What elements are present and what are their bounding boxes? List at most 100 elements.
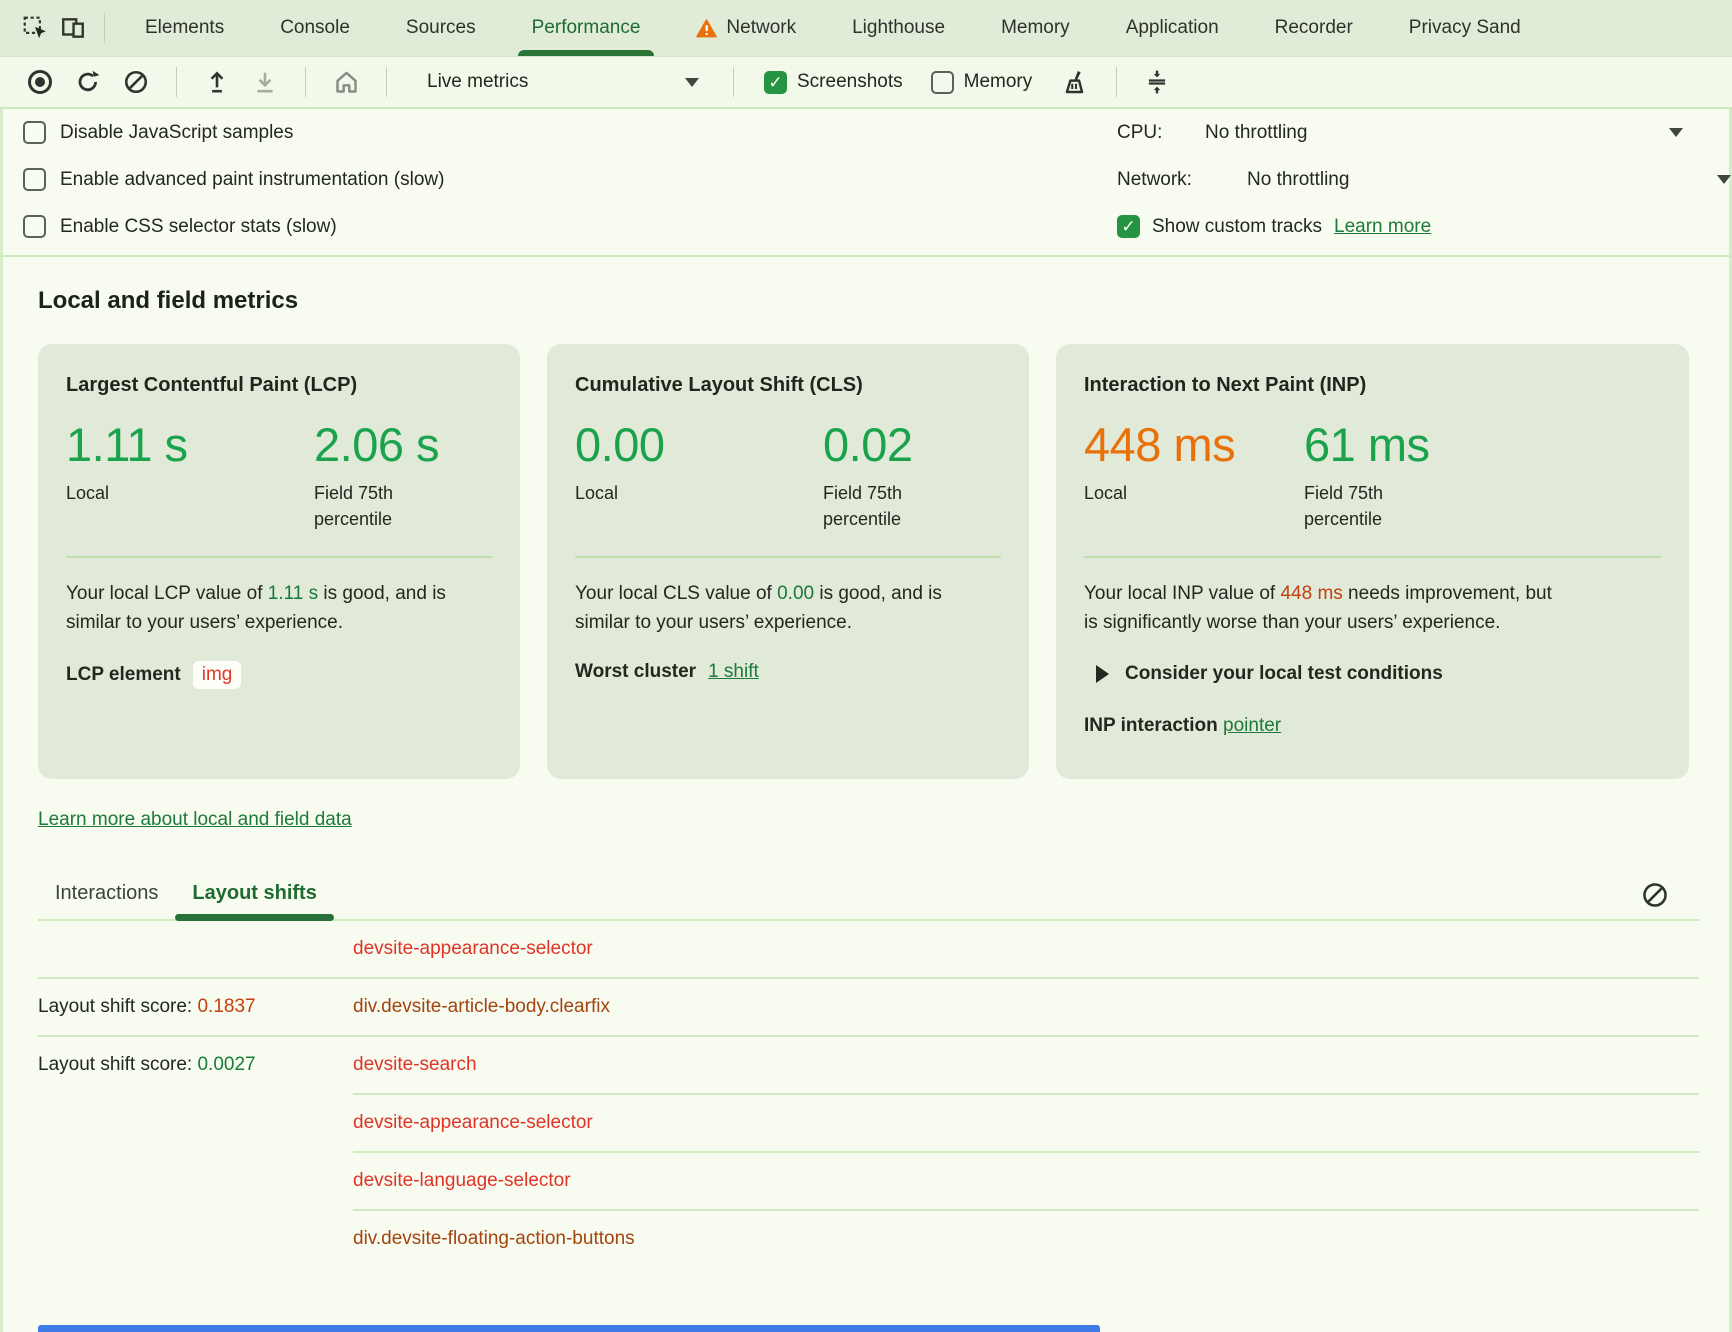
checkbox-unchecked-icon	[23, 121, 46, 144]
tab-label: Application	[1125, 17, 1219, 38]
inp-card-title: Interaction to Next Paint (INP)	[1084, 374, 1367, 396]
tab-elements[interactable]: Elements	[117, 0, 252, 56]
row-divider	[353, 1151, 1699, 1153]
chevron-down-icon[interactable]	[1669, 128, 1683, 137]
checkbox-label: Disable JavaScript samples	[60, 121, 294, 143]
score-label: Layout shift score:	[38, 996, 198, 1017]
tab-recorder[interactable]: Recorder	[1247, 0, 1381, 56]
summary-prefix: Your local CLS value of	[575, 583, 778, 604]
clear-icon	[124, 70, 148, 94]
summary-value: 0.00	[777, 583, 815, 604]
inp-local-label: Local	[1084, 483, 1128, 503]
history-dropdown[interactable]: Live metrics	[413, 67, 713, 97]
record-icon	[28, 70, 52, 94]
tab-network[interactable]: Network	[668, 0, 824, 56]
tab-label: Memory	[1001, 17, 1070, 38]
record-button[interactable]	[20, 64, 60, 100]
lcp-element-node-link[interactable]: img	[192, 661, 242, 689]
worst-cluster-link[interactable]: 1 shift	[708, 661, 759, 682]
row-divider	[353, 1093, 1699, 1095]
worst-cluster-label: Worst cluster	[575, 661, 697, 682]
card-divider	[575, 556, 1001, 558]
download-icon	[257, 72, 273, 93]
checkbox-unchecked-icon	[930, 70, 954, 94]
tab-label: Sources	[405, 17, 476, 38]
broom-icon	[1065, 71, 1084, 94]
layout-shift-row: devsite-language-selector	[3, 1153, 1729, 1209]
home-icon	[335, 71, 357, 93]
tab-console[interactable]: Console	[252, 0, 378, 56]
row-divider	[38, 977, 1699, 979]
inp-interaction-link[interactable]: pointer	[1223, 715, 1282, 736]
tab-application[interactable]: Application	[1098, 0, 1247, 56]
score-cell: Layout shift score: 0.0027	[38, 1054, 353, 1076]
tab-layout-shifts[interactable]: Layout shifts	[175, 882, 335, 921]
summary-value: 448 ms	[1280, 583, 1343, 604]
cls-summary-text: Your local CLS value of 0.00 is good, an…	[575, 579, 1001, 637]
shift-node-link[interactable]: devsite-appearance-selector	[353, 938, 593, 959]
collapse-panel-button[interactable]	[1137, 64, 1177, 100]
card-divider	[1084, 556, 1661, 558]
load-profile-button[interactable]	[197, 64, 237, 100]
shift-node-link[interactable]: devsite-search	[353, 1054, 477, 1075]
save-profile-button[interactable]	[245, 64, 285, 100]
panel-tabs: Elements Console Sources Performance Net…	[117, 0, 1549, 56]
cls-values: 0.00 Local 0.02 Field 75th percentile	[575, 421, 1001, 532]
checkbox-checked-icon: ✓	[1117, 215, 1140, 238]
local-test-conditions-disclosure[interactable]: Consider your local test conditions	[1084, 663, 1661, 685]
shift-node-link[interactable]: devsite-appearance-selector	[353, 1112, 593, 1133]
advanced-paint-instrumentation-checkbox[interactable]: Enable advanced paint instrumentation (s…	[23, 156, 444, 203]
home-button[interactable]	[326, 64, 366, 100]
lcp-local-label: Local	[66, 483, 110, 503]
device-toolbar-icon[interactable]	[54, 9, 92, 47]
summary-prefix: Your local LCP value of	[66, 583, 268, 604]
live-metrics-panel: Local and field metrics Largest Contentf…	[0, 257, 1732, 1332]
memory-checkbox[interactable]: Memory	[921, 70, 1043, 94]
layout-shift-row: devsite-appearance-selector	[3, 1095, 1729, 1151]
selected-row-scroll-indicator[interactable]	[38, 1325, 1100, 1332]
chevron-down-icon	[685, 77, 699, 87]
tab-performance[interactable]: Performance	[504, 0, 669, 56]
clear-log-button[interactable]	[1641, 881, 1669, 909]
layout-shift-row: div.devsite-floating-action-buttons	[3, 1211, 1729, 1267]
warning-icon	[696, 18, 718, 38]
toolbar-separator	[386, 67, 387, 97]
shift-node-link[interactable]: devsite-language-selector	[353, 1170, 571, 1191]
tab-privacy-sandbox[interactable]: Privacy Sand	[1381, 0, 1549, 56]
network-label: Network:	[1117, 168, 1192, 190]
tab-sources[interactable]: Sources	[378, 0, 504, 56]
cls-field-label: Field 75th percentile	[823, 483, 903, 529]
lcp-field-value: 2.06 s	[314, 418, 440, 471]
reload-and-record-button[interactable]	[68, 64, 108, 100]
row-divider	[353, 1209, 1699, 1211]
inspect-element-icon[interactable]	[16, 9, 54, 47]
clear-recording-button[interactable]	[116, 64, 156, 100]
css-selector-stats-checkbox[interactable]: Enable CSS selector stats (slow)	[23, 203, 444, 250]
cpu-throttling-row: CPU: No throttling	[1117, 109, 1729, 156]
tab-label: Elements	[145, 17, 225, 38]
cpu-throttling-select[interactable]: No throttling	[1205, 121, 1308, 143]
tab-lighthouse[interactable]: Lighthouse	[824, 0, 973, 56]
shift-node-link[interactable]: div.devsite-article-body.clearfix	[353, 996, 610, 1017]
layout-shift-row: Layout shift score: 0.0027 devsite-searc…	[3, 1037, 1729, 1093]
tabbar-separator	[104, 13, 105, 43]
local-field-data-learn-more-link[interactable]: Learn more about local and field data	[38, 809, 352, 830]
tab-interactions[interactable]: Interactions	[55, 882, 159, 904]
lcp-element-label: LCP element	[66, 664, 181, 685]
tab-label: Lighthouse	[852, 17, 946, 38]
custom-tracks-learn-more-link[interactable]: Learn more	[1334, 215, 1432, 237]
layout-shift-row: Layout shift score: 0.1837 div.devsite-a…	[3, 979, 1729, 1035]
cls-local-value: 0.00	[575, 418, 665, 471]
collect-garbage-button[interactable]	[1056, 64, 1096, 100]
inp-interaction-label: INP interaction	[1084, 715, 1218, 736]
lcp-values: 1.11 s Local 2.06 s Field 75th percentil…	[66, 421, 492, 532]
shift-node-link[interactable]: div.devsite-floating-action-buttons	[353, 1228, 635, 1249]
show-custom-tracks-checkbox[interactable]: ✓ Show custom tracks Learn more	[1117, 203, 1729, 250]
network-throttling-select[interactable]: No throttling	[1247, 168, 1350, 190]
tab-memory[interactable]: Memory	[973, 0, 1098, 56]
screenshots-checkbox[interactable]: ✓ Screenshots	[754, 70, 913, 94]
cls-card: Cumulative Layout Shift (CLS) 0.00 Local…	[547, 344, 1029, 779]
chevron-down-icon[interactable]	[1717, 175, 1731, 184]
score-cell: Layout shift score: 0.1837	[38, 996, 353, 1018]
disable-js-samples-checkbox[interactable]: Disable JavaScript samples	[23, 109, 444, 156]
